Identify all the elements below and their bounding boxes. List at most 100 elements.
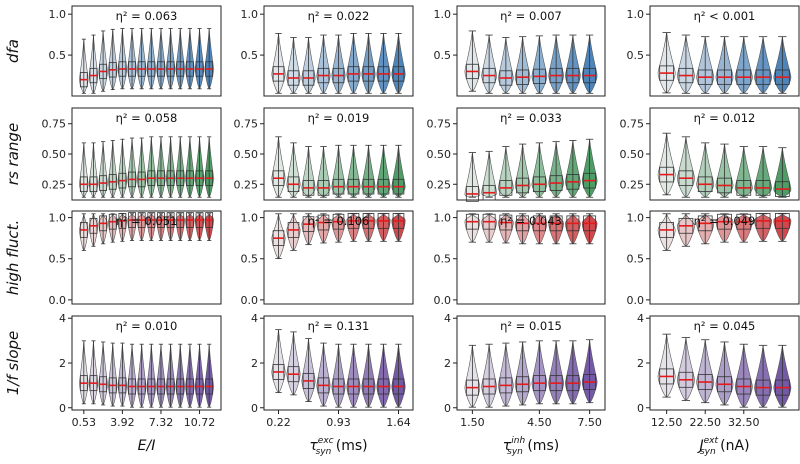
x-axis-label-main: E/I — [138, 438, 156, 454]
panel: 0.5 1.0 η² = 0.063 — [49, 5, 222, 97]
x-axis-label: Jext syn (nA) — [696, 436, 749, 457]
y-tick-label: 0 — [59, 402, 66, 415]
y-tick-label: 0.75 — [234, 118, 259, 131]
y-tick-label: 4 — [637, 312, 644, 325]
eta-label: η² = 0.063 — [116, 9, 178, 23]
panel: 0 2 4 η² = 0.015 1.50 4.50 7.50 τinh syn (ms) — [444, 312, 606, 457]
y-tick-label: 0 — [444, 402, 451, 415]
y-tick-label: 1.0 — [49, 8, 67, 21]
x-axis-label-sub: syn — [507, 447, 523, 457]
y-tick-label: 0.5 — [627, 253, 645, 266]
x-axis-label-sup: exc — [318, 436, 334, 446]
y-tick-label: 1.0 — [627, 8, 645, 21]
eta-label: η² = 0.058 — [116, 111, 178, 125]
x-tick-label: 0.22 — [266, 416, 291, 429]
y-tick-label: 0.0 — [241, 294, 259, 307]
x-tick-label: 12.50 — [651, 416, 683, 429]
eta-label: η² = 0.045 — [694, 319, 756, 333]
x-axis-label-sub: syn — [316, 447, 332, 457]
y-tick-label: 0.25 — [42, 178, 67, 191]
eta-label: η² < 0.001 — [694, 9, 756, 23]
y-tick-label: 2 — [444, 357, 451, 370]
x-tick-label: 7.50 — [577, 416, 602, 429]
eta-label: η² = 0.051 — [116, 214, 178, 228]
panel: 0.25 0.50 0.75 η² = 0.058 — [42, 107, 222, 201]
y-tick-label: 2 — [59, 357, 66, 370]
panel: 0.5 1.0 η² < 0.001 — [627, 5, 800, 97]
x-axis-label: τinh syn (ms) — [503, 436, 559, 457]
y-tick-label: 0.75 — [620, 118, 645, 131]
y-tick-label: 0.50 — [427, 148, 452, 161]
y-tick-label: 1.0 — [434, 8, 452, 21]
eta-label: η² = 0.012 — [694, 111, 756, 125]
panel: 0.25 0.50 0.75 η² = 0.012 — [620, 107, 800, 201]
x-axis-label-unit: (nA) — [716, 438, 750, 454]
panel: 0 2 4 η² = 0.045 12.50 22.50 32.50 Jext syn (nA) — [637, 312, 800, 457]
eta-label: η² = 0.049 — [694, 214, 756, 228]
x-axis-label-main: τ — [309, 438, 318, 454]
panel-frame — [263, 5, 414, 97]
y-tick-label: 0.5 — [241, 49, 259, 62]
panel-frame — [263, 210, 414, 305]
panel: 0.0 0.5 1.0 η² = 0.106 — [241, 210, 414, 307]
y-tick-label: 0.0 — [434, 294, 452, 307]
y-tick-label: 0.0 — [49, 294, 67, 307]
eta-label: η² = 0.033 — [500, 111, 562, 125]
x-tick-label: 0.93 — [326, 416, 351, 429]
panel-frame — [71, 210, 222, 305]
x-axis-label-main: τ — [503, 438, 512, 454]
y-tick-label: 0.5 — [49, 253, 67, 266]
y-tick-label: 0.75 — [42, 118, 67, 131]
x-axis-label-unit: (ms) — [331, 438, 367, 454]
y-tick-label: 0 — [637, 402, 644, 415]
x-tick-label: 32.50 — [728, 416, 760, 429]
y-tick-label: 2 — [637, 357, 644, 370]
eta-label: η² = 0.007 — [500, 9, 562, 23]
x-axis-label-sup: inh — [511, 436, 525, 446]
y-tick-label: 0.5 — [627, 49, 645, 62]
x-tick-label: 1.50 — [460, 416, 485, 429]
y-tick-label: 0.5 — [434, 49, 452, 62]
eta-label: η² = 0.043 — [500, 214, 562, 228]
x-tick-label: 10.72 — [184, 416, 216, 429]
y-tick-label: 4 — [59, 312, 66, 325]
y-tick-label: 0.0 — [627, 294, 645, 307]
panel: 0.25 0.50 0.75 η² = 0.019 — [234, 107, 414, 201]
y-tick-label: 0.25 — [234, 178, 259, 191]
x-axis-label: τexc syn (ms) — [309, 436, 367, 457]
x-axis-label: E/I — [138, 438, 156, 454]
x-axis-label-sub: syn — [700, 447, 716, 457]
y-tick-label: 0.50 — [620, 148, 645, 161]
y-tick-label: 4 — [444, 312, 451, 325]
x-tick-label: 0.53 — [72, 416, 97, 429]
eta-label: η² = 0.022 — [308, 9, 370, 23]
panel: 0.0 0.5 1.0 η² = 0.049 — [627, 210, 800, 307]
panel: 0.0 0.5 1.0 η² = 0.051 — [49, 210, 222, 307]
y-tick-label: 1.0 — [49, 212, 67, 225]
eta-label: η² = 0.131 — [308, 319, 370, 333]
x-tick-label: 7.32 — [149, 416, 174, 429]
row-label: 1/f slope — [4, 331, 22, 396]
panel: 0.0 0.5 1.0 η² = 0.043 — [434, 210, 606, 307]
eta-label: η² = 0.010 — [116, 319, 178, 333]
panel: 0.25 0.50 0.75 η² = 0.033 — [427, 107, 606, 202]
panel: 0.5 1.0 η² = 0.007 — [434, 5, 606, 97]
y-tick-label: 0.25 — [620, 178, 645, 191]
x-axis-label-main: J — [696, 438, 703, 454]
eta-label: η² = 0.106 — [308, 214, 370, 228]
row-label: dfa — [4, 39, 22, 63]
y-tick-label: 0.50 — [42, 148, 67, 161]
y-tick-label: 1.0 — [241, 8, 259, 21]
x-tick-label: 22.50 — [689, 416, 721, 429]
y-tick-label: 0.5 — [434, 253, 452, 266]
x-axis-label-unit: (ms) — [523, 438, 559, 454]
panel: 0 2 4 η² = 0.010 0.53 3.92 7.32 10.72 E/I — [59, 312, 222, 454]
row-label: rs range — [4, 123, 22, 185]
panel-frame — [456, 5, 606, 97]
panel-frame — [71, 5, 222, 97]
y-tick-label: 0 — [251, 402, 258, 415]
panel-frame — [456, 210, 606, 305]
x-tick-label: 4.50 — [527, 416, 552, 429]
y-tick-label: 0.25 — [427, 178, 452, 191]
